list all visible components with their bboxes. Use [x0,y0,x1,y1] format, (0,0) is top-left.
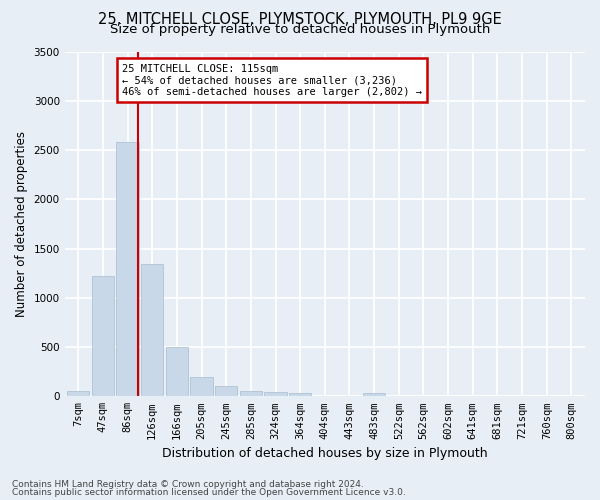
Text: 25 MITCHELL CLOSE: 115sqm
← 54% of detached houses are smaller (3,236)
46% of se: 25 MITCHELL CLOSE: 115sqm ← 54% of detac… [122,64,422,97]
Bar [289,393,311,396]
Bar [67,392,89,396]
X-axis label: Distribution of detached houses by size in Plymouth: Distribution of detached houses by size … [162,447,488,460]
Bar [363,394,385,396]
Bar [116,142,139,397]
Bar [166,347,188,397]
Bar [141,264,163,396]
Text: Size of property relative to detached houses in Plymouth: Size of property relative to detached ho… [110,22,490,36]
Bar [190,377,212,396]
Bar [240,392,262,396]
Bar [265,392,287,396]
Text: Contains HM Land Registry data © Crown copyright and database right 2024.: Contains HM Land Registry data © Crown c… [12,480,364,489]
Bar [92,276,114,396]
Bar [215,386,237,396]
Text: Contains public sector information licensed under the Open Government Licence v3: Contains public sector information licen… [12,488,406,497]
Y-axis label: Number of detached properties: Number of detached properties [15,131,28,317]
Text: 25, MITCHELL CLOSE, PLYMSTOCK, PLYMOUTH, PL9 9GE: 25, MITCHELL CLOSE, PLYMSTOCK, PLYMOUTH,… [98,12,502,28]
